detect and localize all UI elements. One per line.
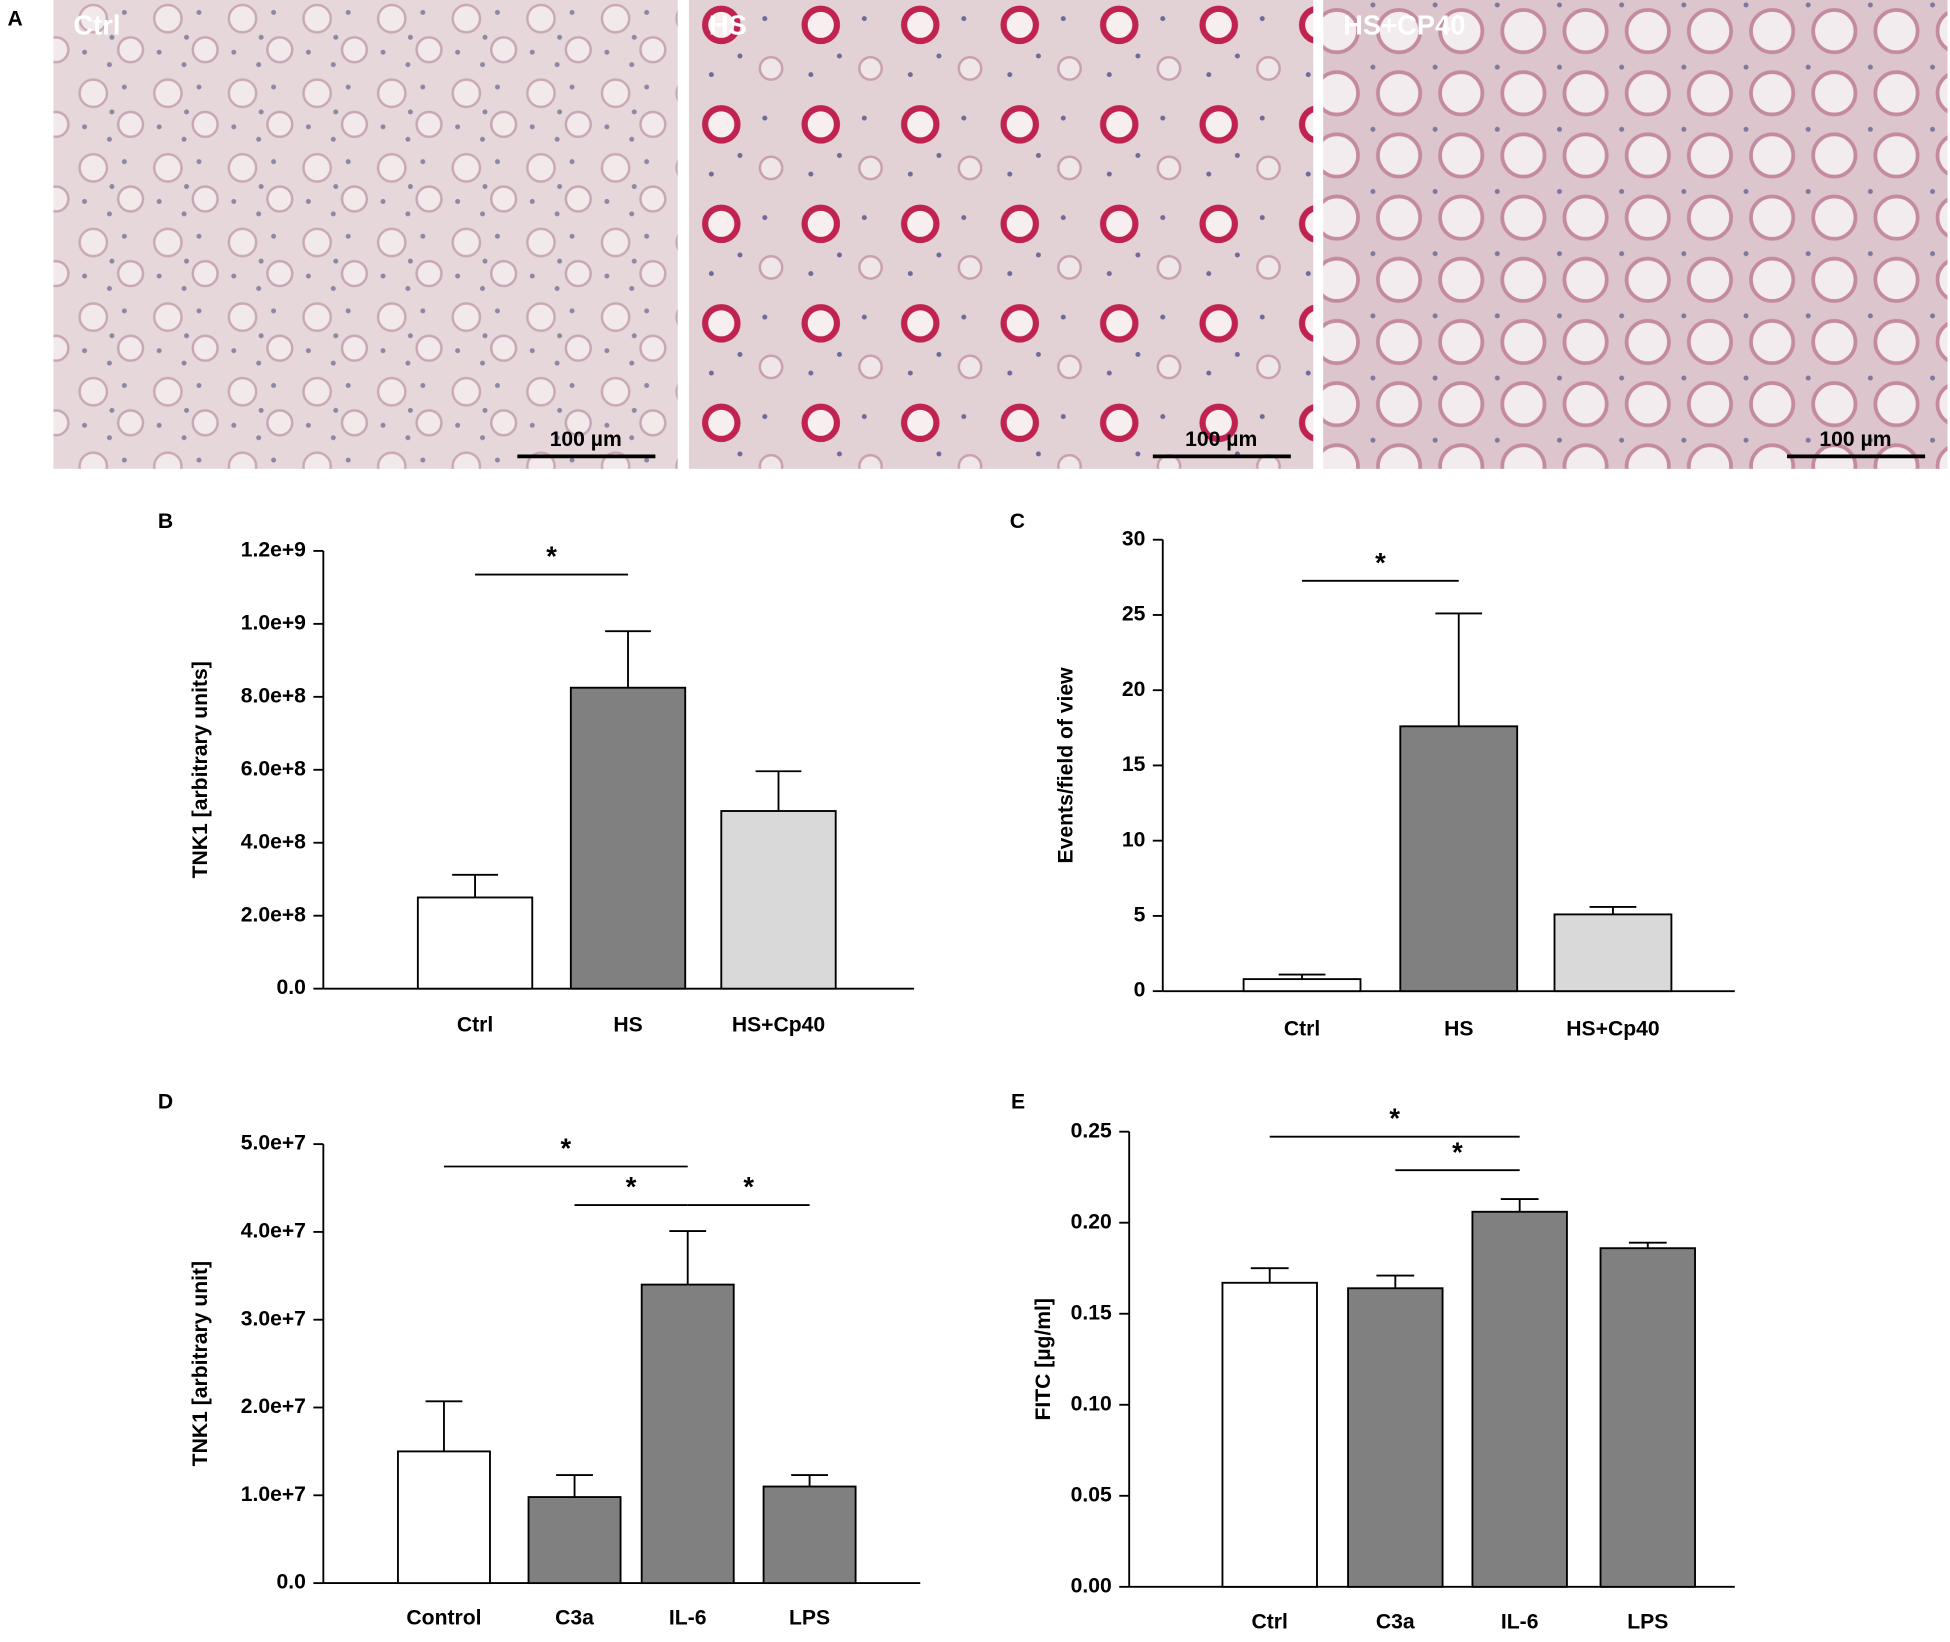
x-tick-label: Ctrl: [1284, 1017, 1320, 1040]
y-tick-label: 30: [1122, 527, 1146, 550]
x-tick-label: C3a: [1376, 1610, 1415, 1633]
y-tick-label: 0.00: [1071, 1574, 1112, 1597]
scale-bar-label: 100 µm: [550, 428, 622, 451]
panel-label: C: [1010, 510, 1025, 533]
y-tick-label: 5: [1134, 903, 1146, 926]
y-tick-label: 0: [1134, 979, 1146, 1002]
panel-label: A: [7, 7, 22, 30]
micrograph-label: HS+CP40: [1343, 10, 1465, 41]
x-tick-label: HS: [1444, 1017, 1473, 1040]
y-axis-label: FITC [µg/ml]: [1032, 1298, 1055, 1420]
x-tick-label: IL-6: [669, 1607, 707, 1630]
bar: [1399, 725, 1519, 993]
panel-label: D: [158, 1091, 173, 1114]
x-tick-label: Control: [406, 1607, 481, 1630]
micrograph-label: Ctrl: [73, 10, 120, 41]
y-tick-label: 0.0: [277, 1571, 306, 1594]
y-tick-label: 0.05: [1071, 1483, 1112, 1506]
significance-label: *: [743, 1171, 754, 1202]
y-tick-label: 0.20: [1071, 1210, 1112, 1233]
y-tick-label: 6.0e+8: [241, 757, 306, 780]
y-tick-label: 4.0e+8: [241, 830, 306, 853]
y-axis-label: TNK1 [arbitrary units]: [189, 661, 212, 878]
bar: [1221, 1281, 1318, 1588]
panel-label: B: [158, 510, 173, 533]
y-tick-label: 1.2e+9: [241, 538, 306, 561]
x-tick-label: HS: [613, 1014, 642, 1037]
micrograph-label: HS: [709, 10, 747, 41]
x-tick-label: LPS: [1627, 1610, 1668, 1633]
x-tick-label: LPS: [789, 1607, 830, 1630]
x-tick-label: C3a: [555, 1607, 594, 1630]
y-tick-label: 0.10: [1071, 1392, 1112, 1415]
micrograph: [688, 0, 1314, 469]
bar: [720, 810, 837, 990]
x-tick-label: Ctrl: [457, 1014, 493, 1037]
bar: [1347, 1287, 1444, 1588]
y-tick-label: 5.0e+7: [241, 1132, 306, 1155]
significance-label: *: [1389, 1103, 1400, 1134]
y-tick-label: 0.15: [1071, 1301, 1112, 1324]
y-tick-label: 2.0e+8: [241, 903, 306, 926]
y-tick-label: 8.0e+8: [241, 684, 306, 707]
y-axis-label: TNK1 [arbitrary unit]: [189, 1261, 212, 1466]
panel-label: E: [1011, 1091, 1025, 1114]
scale-bar-label: 100 µm: [1185, 428, 1257, 451]
x-tick-label: IL-6: [1501, 1610, 1539, 1633]
bar: [397, 1450, 491, 1585]
bar: [1599, 1247, 1696, 1588]
significance-label: *: [626, 1171, 637, 1202]
y-tick-label: 1.0e+7: [241, 1483, 306, 1506]
y-tick-label: 0.25: [1071, 1119, 1112, 1142]
significance-label: *: [546, 541, 557, 572]
bar: [527, 1496, 622, 1585]
x-tick-label: HS+Cp40: [1566, 1017, 1659, 1040]
y-tick-label: 3.0e+7: [241, 1307, 306, 1330]
y-tick-label: 2.0e+7: [241, 1395, 306, 1418]
y-tick-label: 1.0e+9: [241, 611, 306, 634]
figure-body: A Ctrl 100 µm HS 100 µm HS+CP40 100 µm B TNK1 […: [7, 0, 1948, 1633]
bar: [416, 896, 534, 990]
significance-label: *: [1452, 1136, 1463, 1167]
y-axis-label: Events/field of view: [1055, 667, 1078, 864]
bar: [1471, 1210, 1568, 1588]
significance-label: *: [1375, 547, 1386, 578]
y-tick-label: 15: [1122, 753, 1146, 776]
x-tick-label: HS+Cp40: [732, 1014, 825, 1037]
micrograph: [53, 0, 678, 469]
y-tick-label: 20: [1122, 678, 1146, 701]
y-tick-label: 0.0: [277, 976, 306, 999]
bar: [1553, 913, 1673, 993]
y-tick-label: 25: [1122, 603, 1146, 626]
y-tick-label: 10: [1122, 828, 1146, 851]
bar: [1242, 978, 1362, 993]
bar: [762, 1485, 857, 1585]
scale-bar-label: 100 µm: [1819, 428, 1891, 451]
bar: [569, 686, 687, 990]
micrograph: [1323, 0, 1948, 469]
y-tick-label: 4.0e+7: [241, 1219, 306, 1242]
significance-label: *: [561, 1133, 572, 1164]
bar: [640, 1283, 735, 1585]
x-tick-label: Ctrl: [1252, 1610, 1288, 1633]
